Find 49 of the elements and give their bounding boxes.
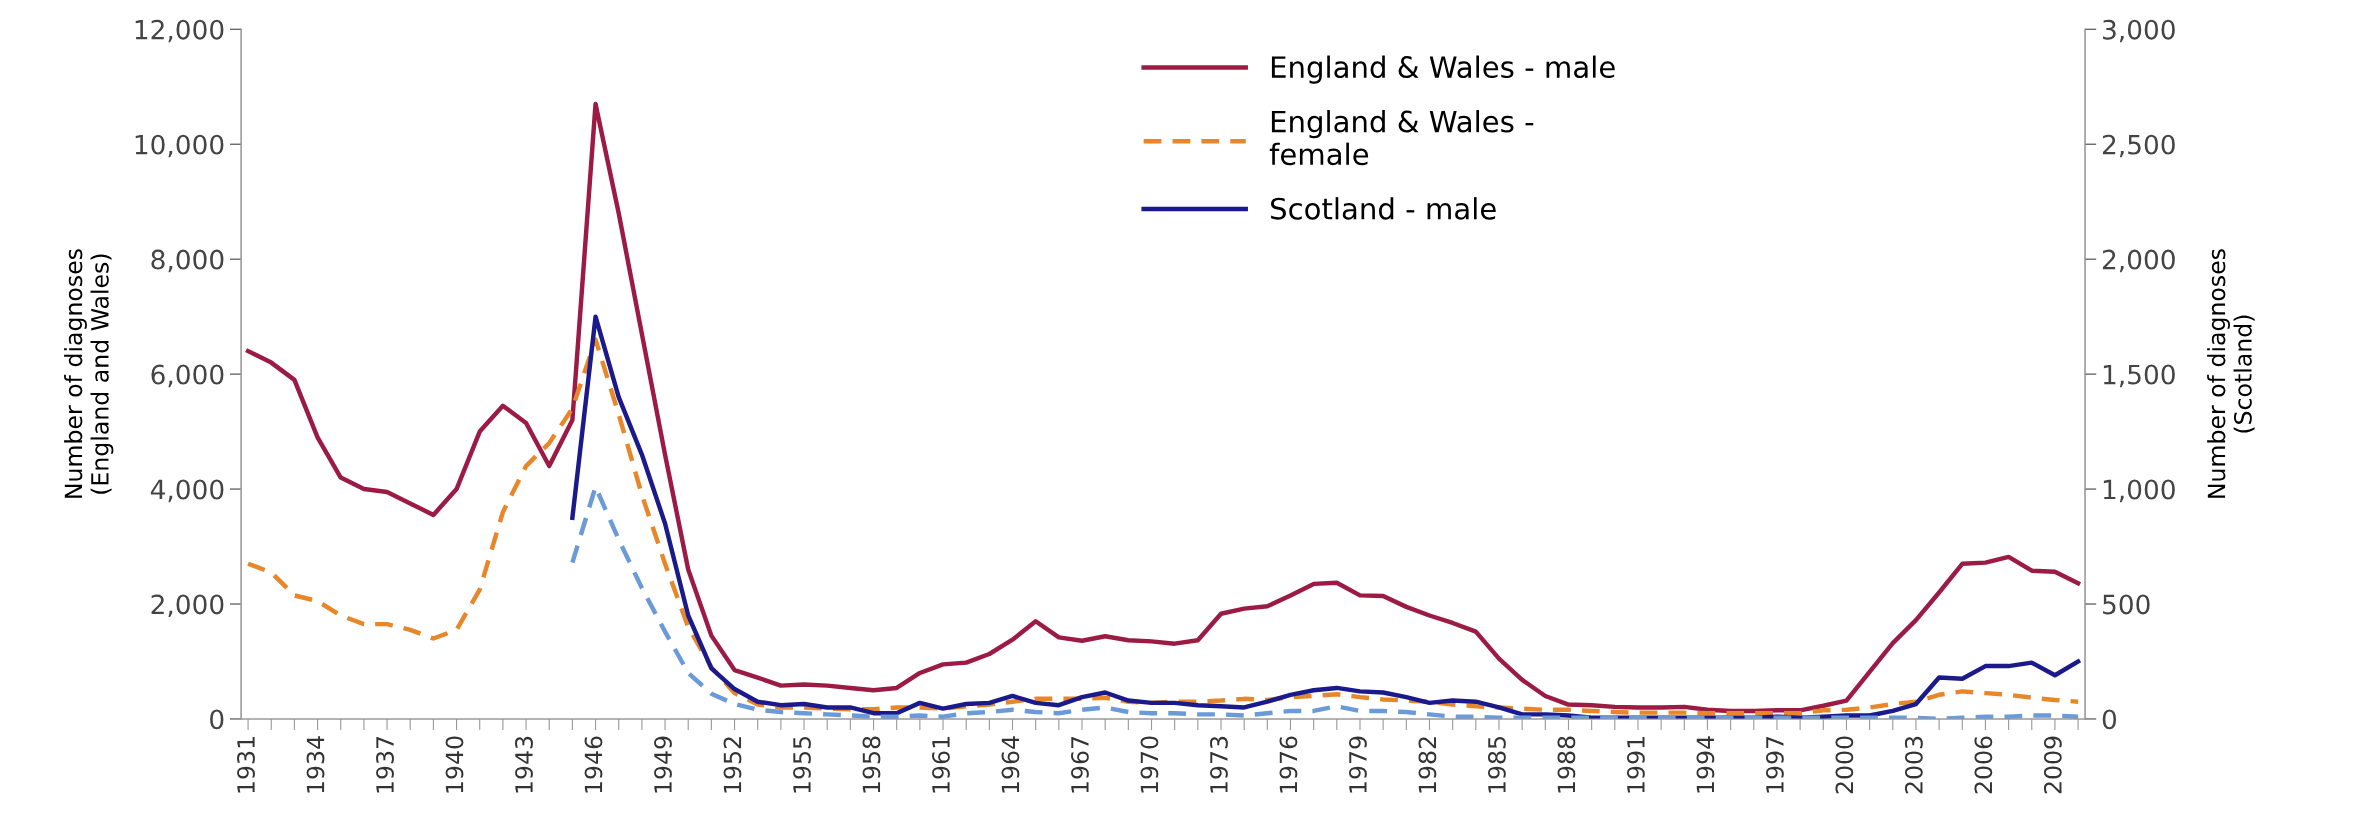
y2-tick-label: 2,500 [2102, 134, 2175, 158]
y-tick-label: 4,000 [150, 479, 224, 503]
y2-tick-label: 0 [2102, 709, 2117, 730]
x-tick-label: 1988 [1557, 736, 1576, 793]
x-tick-label: 1973 [1209, 736, 1228, 793]
x-tick-label: 2000 [1835, 736, 1854, 794]
x-tick-label: 1934 [306, 736, 325, 793]
x-tick-label: 1961 [932, 737, 950, 793]
y-tick-label: 0 [210, 709, 224, 730]
x-tick-label: 1982 [1418, 737, 1437, 793]
x-tick-label: 1958 [862, 736, 881, 793]
y-axis-title: Number of diagnoses (England and Wales) [64, 249, 114, 498]
line-series [245, 337, 2081, 716]
x-tick-label: 1955 [793, 737, 811, 793]
x-tick-label: 1994 [1696, 736, 1715, 793]
y-tick-label: 6,000 [151, 364, 224, 388]
x-tick-label: 1997 [1765, 736, 1784, 793]
y-tick-label: 10,000 [135, 134, 224, 158]
legend-label: England & Wales - female [1269, 109, 1534, 166]
x-tick-label: 1937 [376, 736, 394, 793]
y2-tick-label: 2,000 [2102, 249, 2175, 273]
y2-tick-label: 1,500 [2103, 364, 2175, 388]
y2-axis-title: Number of diagnoses (Scotland) [2207, 249, 2255, 498]
x-tick-label: 1970 [1140, 736, 1159, 793]
x-tick-label: 1967 [1071, 736, 1089, 793]
y-tick-label: 2,000 [151, 594, 224, 618]
x-tick-label: 1943 [515, 736, 533, 793]
x-tick-label: 2009 [2043, 736, 2062, 794]
y-tick-label: 12,000 [135, 19, 224, 43]
y2-tick-label: 3,000 [2103, 19, 2175, 43]
x-tick-label: 1964 [1001, 736, 1020, 793]
x-tick-label: 1979 [1348, 736, 1367, 793]
x-tick-label: 1940 [445, 736, 464, 793]
x-tick-label: 1946 [584, 736, 603, 793]
x-tick-label: 1931 [237, 737, 255, 793]
y2-tick-label: 1,000 [2103, 479, 2175, 503]
y2-tick-label: 500 [2103, 594, 2150, 615]
x-tick-label: 1976 [1279, 736, 1298, 793]
legend-label: England & Wales - male [1271, 55, 1615, 84]
x-tick-label: 1985 [1487, 737, 1506, 793]
y-tick-label: 8,000 [151, 249, 224, 273]
x-tick-label: 2006 [1974, 736, 1993, 794]
x-tick-label: 1991 [1626, 737, 1645, 793]
line-series [570, 314, 2081, 719]
legend-label: Scotland - male [1271, 197, 1496, 220]
x-tick-label: 2003 [1904, 736, 1923, 794]
x-tick-label: 1949 [654, 736, 672, 793]
line-series [245, 101, 2081, 714]
x-tick-label: 1952 [723, 737, 742, 793]
